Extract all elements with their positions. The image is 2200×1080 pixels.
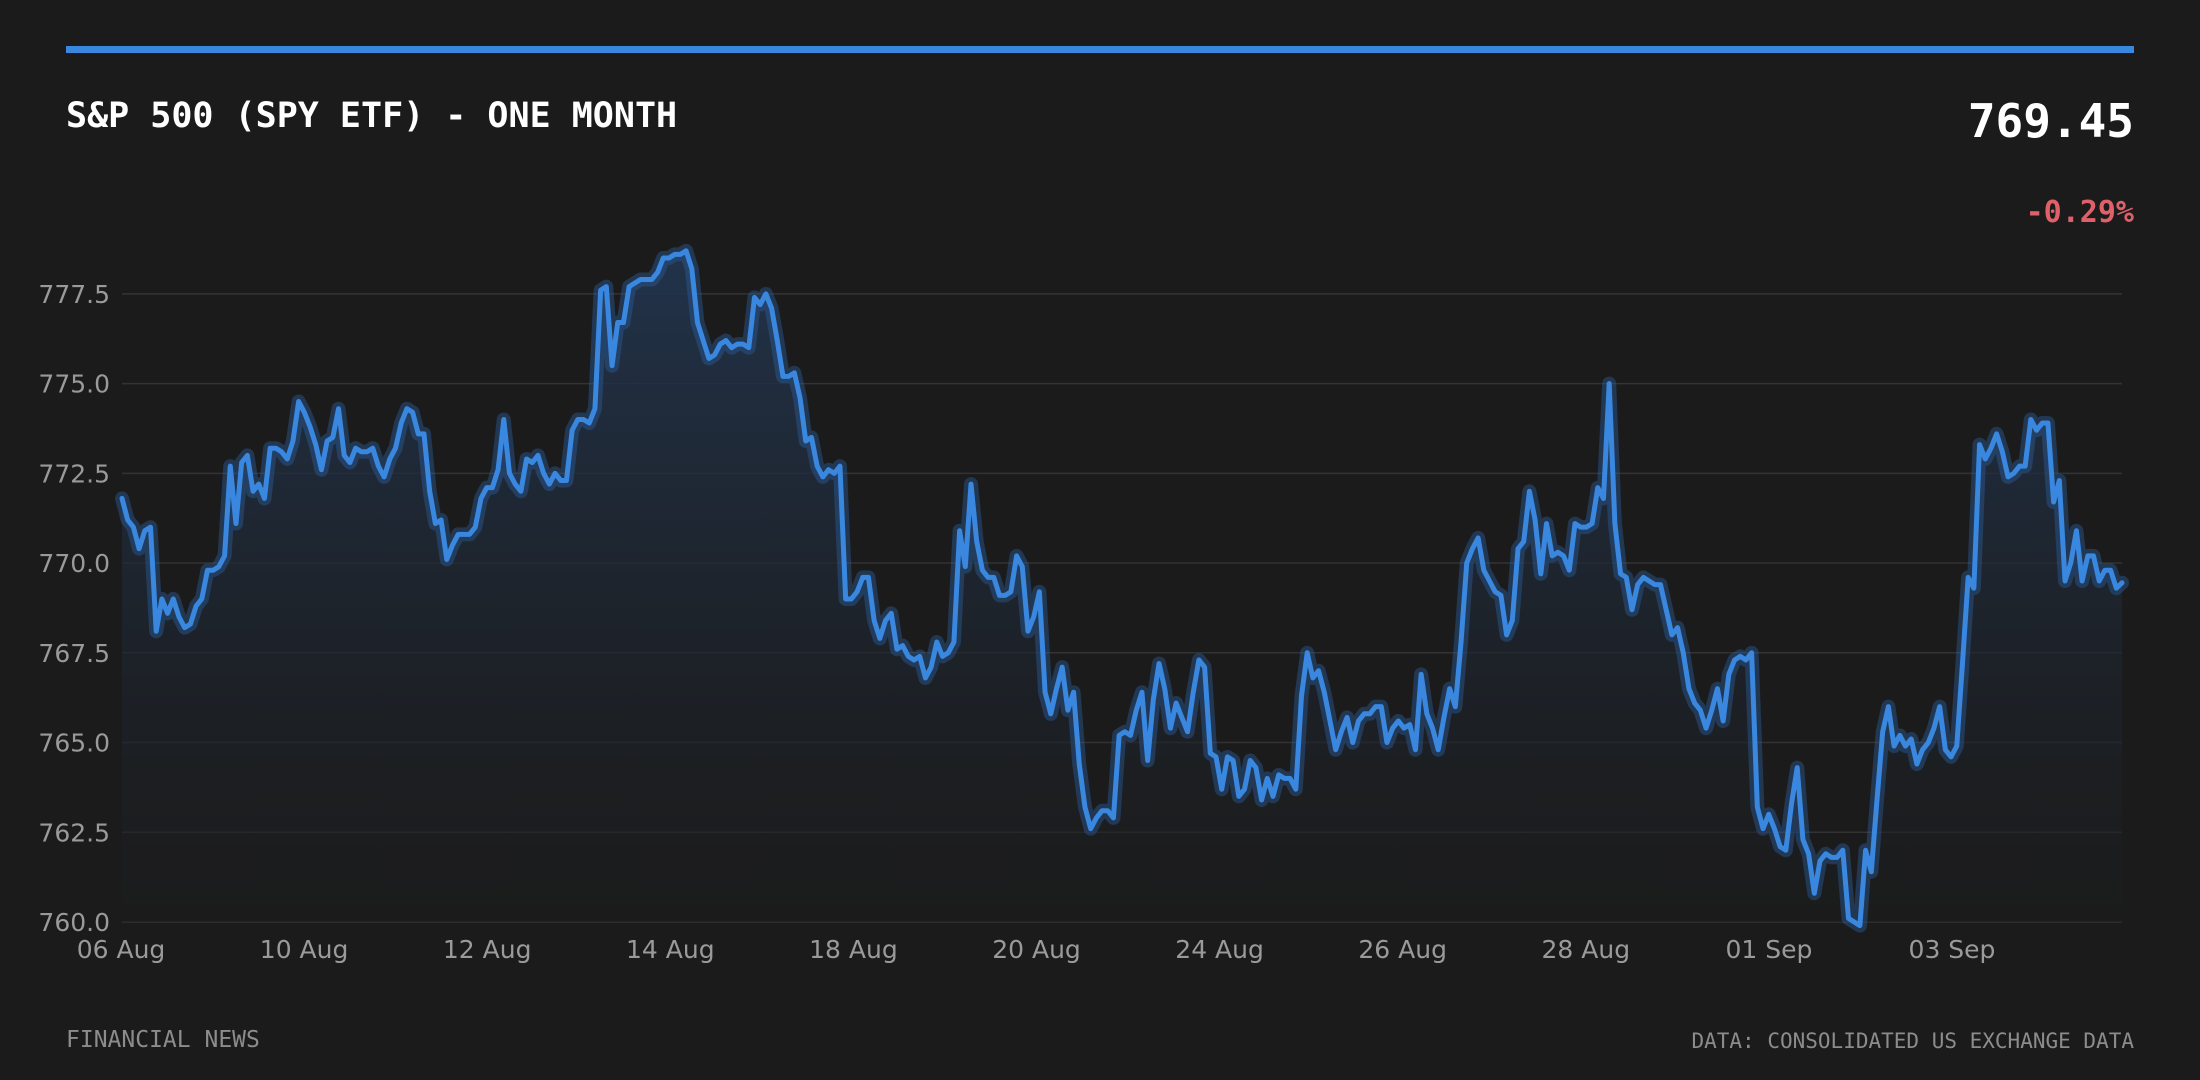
current-price: 769.45 <box>1967 94 2134 148</box>
x-tick-label: 03 Sep <box>1909 935 1996 964</box>
x-tick-label: 12 Aug <box>443 935 532 964</box>
y-tick-label: 760.0 <box>38 908 110 937</box>
y-tick-label: 775.0 <box>38 370 110 399</box>
x-tick-label: 28 Aug <box>1542 935 1631 964</box>
y-tick-label: 770.0 <box>38 549 110 578</box>
x-tick-label: 26 Aug <box>1358 935 1447 964</box>
y-axis-ticks: 760.0 762.5 765.0 767.5 770.0 772.5 775.0 777.5 <box>38 280 110 937</box>
source-credit: FINANCIAL NEWS <box>66 1027 260 1053</box>
x-tick-label: 01 Sep <box>1725 935 1812 964</box>
y-tick-label: 762.5 <box>38 818 110 847</box>
y-tick-label: 777.5 <box>38 280 110 309</box>
x-tick-label: 24 Aug <box>1175 935 1264 964</box>
y-tick-label: 772.5 <box>38 459 110 488</box>
y-tick-label: 765.0 <box>38 729 110 758</box>
data-source-note: DATA: CONSOLIDATED US EXCHANGE DATA <box>1691 1029 2134 1053</box>
y-tick-label: 767.5 <box>38 639 110 668</box>
price-line <box>119 248 2125 929</box>
top-accent-rule <box>66 46 2134 53</box>
percent-change: -0.29% <box>2025 195 2134 230</box>
x-tick-label: 14 Aug <box>626 935 715 964</box>
price-area-fill <box>122 250 2122 926</box>
x-tick-label: 06 Aug <box>77 935 166 964</box>
x-tick-label: 10 Aug <box>260 935 349 964</box>
x-tick-label: 20 Aug <box>992 935 1081 964</box>
chart-title: S&P 500 (SPY ETF) - ONE MONTH <box>66 96 678 136</box>
x-axis-ticks: 06 Aug 10 Aug 12 Aug 14 Aug 18 Aug 20 Aug 24 A… <box>77 935 1996 964</box>
x-tick-label: 18 Aug <box>809 935 898 964</box>
